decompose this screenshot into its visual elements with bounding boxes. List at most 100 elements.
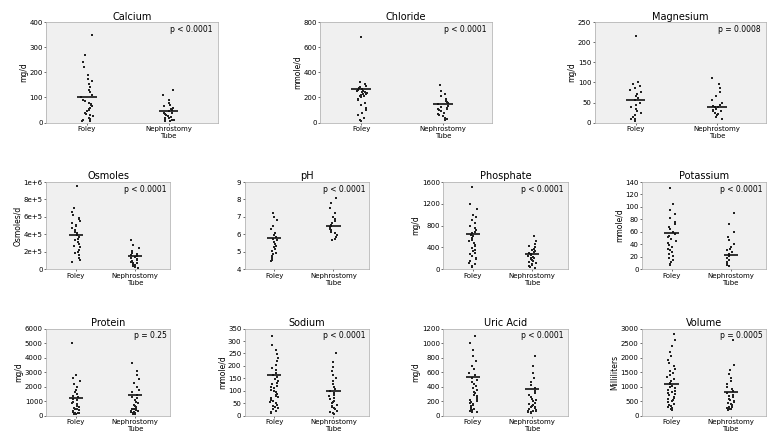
Text: p < 0.0001: p < 0.0001 bbox=[124, 185, 166, 194]
Point bbox=[728, 210, 740, 217]
Point bbox=[663, 241, 675, 249]
Point bbox=[723, 406, 735, 413]
Point bbox=[467, 401, 479, 408]
Point bbox=[351, 87, 363, 94]
Point bbox=[353, 84, 365, 92]
Point bbox=[526, 260, 538, 267]
Point bbox=[467, 211, 480, 218]
Point bbox=[270, 407, 282, 414]
Point bbox=[668, 391, 681, 398]
Point bbox=[723, 221, 735, 228]
Point bbox=[668, 331, 680, 338]
Point bbox=[270, 392, 283, 400]
Point bbox=[708, 107, 720, 114]
Point bbox=[75, 117, 88, 124]
Point bbox=[438, 90, 450, 97]
Point bbox=[665, 372, 677, 379]
Point bbox=[66, 340, 79, 347]
Point bbox=[329, 218, 341, 225]
Point bbox=[360, 82, 372, 89]
Point bbox=[725, 249, 738, 256]
Point bbox=[631, 33, 643, 40]
Point bbox=[470, 228, 482, 235]
Point bbox=[467, 248, 479, 255]
Point bbox=[432, 110, 444, 118]
Point bbox=[132, 400, 145, 407]
Point bbox=[270, 390, 283, 397]
Point bbox=[325, 222, 337, 229]
Point bbox=[68, 242, 80, 249]
Point bbox=[126, 411, 139, 418]
Point bbox=[465, 230, 477, 237]
Point bbox=[665, 353, 677, 360]
Title: pH: pH bbox=[300, 171, 313, 181]
Point bbox=[67, 409, 79, 416]
Point bbox=[360, 89, 373, 97]
Point bbox=[470, 394, 483, 401]
Point bbox=[266, 341, 278, 348]
Point bbox=[326, 404, 338, 411]
Point bbox=[129, 396, 142, 404]
Point bbox=[524, 409, 537, 416]
Point bbox=[327, 371, 340, 379]
Y-axis label: mg/d: mg/d bbox=[567, 63, 577, 82]
Point bbox=[129, 261, 141, 269]
Point bbox=[80, 110, 92, 118]
Point bbox=[323, 396, 336, 403]
Point bbox=[662, 359, 675, 367]
Point bbox=[268, 239, 280, 246]
Point bbox=[71, 406, 83, 413]
Point bbox=[65, 258, 78, 266]
Point bbox=[668, 393, 680, 400]
Point bbox=[269, 240, 281, 248]
Point bbox=[326, 380, 339, 388]
Point bbox=[69, 223, 82, 230]
Point bbox=[438, 117, 450, 124]
Point bbox=[131, 250, 143, 257]
Point bbox=[128, 409, 140, 416]
Point bbox=[727, 388, 739, 395]
Point bbox=[470, 397, 483, 405]
Point bbox=[467, 347, 479, 354]
Point bbox=[525, 251, 537, 258]
Point bbox=[710, 113, 722, 120]
Point bbox=[727, 337, 739, 344]
Point bbox=[162, 114, 175, 122]
Point bbox=[66, 396, 79, 403]
Point bbox=[632, 79, 644, 86]
Point bbox=[705, 75, 718, 82]
Point bbox=[431, 106, 444, 113]
Point bbox=[723, 404, 735, 411]
Point bbox=[527, 408, 539, 415]
Point bbox=[726, 403, 738, 410]
Point bbox=[129, 409, 141, 417]
Point bbox=[266, 386, 278, 393]
Point bbox=[630, 105, 642, 112]
Point bbox=[357, 90, 369, 97]
Point bbox=[126, 408, 138, 415]
Point bbox=[330, 385, 342, 392]
Point bbox=[529, 405, 541, 412]
Point bbox=[74, 244, 86, 251]
Point bbox=[162, 99, 175, 106]
Point bbox=[629, 85, 641, 92]
Point bbox=[85, 100, 97, 107]
Point bbox=[723, 395, 735, 402]
Point bbox=[466, 264, 478, 271]
Point bbox=[464, 200, 477, 207]
Point bbox=[661, 240, 674, 247]
Point bbox=[128, 380, 140, 387]
Point bbox=[270, 249, 283, 256]
Point bbox=[705, 97, 718, 104]
Point bbox=[267, 222, 280, 229]
Point bbox=[352, 97, 364, 104]
Point bbox=[271, 350, 283, 358]
Text: p < 0.0001: p < 0.0001 bbox=[720, 185, 762, 194]
Point bbox=[79, 98, 91, 105]
Point bbox=[73, 407, 85, 414]
Point bbox=[668, 218, 681, 225]
Point bbox=[434, 106, 446, 114]
Point bbox=[464, 396, 476, 404]
Point bbox=[525, 382, 537, 389]
Point bbox=[271, 382, 283, 389]
